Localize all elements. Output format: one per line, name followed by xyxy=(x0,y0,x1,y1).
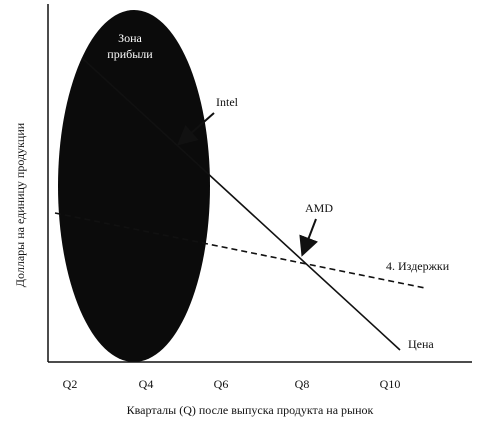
y-axis-title: Доллары на единицу продукции xyxy=(13,122,27,287)
x-tick-label: Q10 xyxy=(380,377,401,391)
costs-label: 4. Издержки xyxy=(386,259,450,273)
x-axis-title: Кварталы (Q) после выпуска продукта на р… xyxy=(127,403,374,417)
profit-zone xyxy=(58,10,210,362)
price-line xyxy=(81,57,401,351)
x-tick-label: Q2 xyxy=(63,377,78,391)
price-label: Цена xyxy=(408,337,434,351)
intel-arrow xyxy=(177,112,215,146)
zone-label: Зона xyxy=(118,31,142,45)
cost-line xyxy=(54,212,426,289)
zone-label: прибыли xyxy=(107,47,153,61)
intel-label: Intel xyxy=(216,95,239,109)
x-tick-label: Q6 xyxy=(214,377,229,391)
x-tick-label: Q8 xyxy=(295,377,310,391)
x-tick-label: Q4 xyxy=(139,377,154,391)
amd-label: AMD xyxy=(305,201,333,215)
amd-arrow xyxy=(299,218,319,257)
